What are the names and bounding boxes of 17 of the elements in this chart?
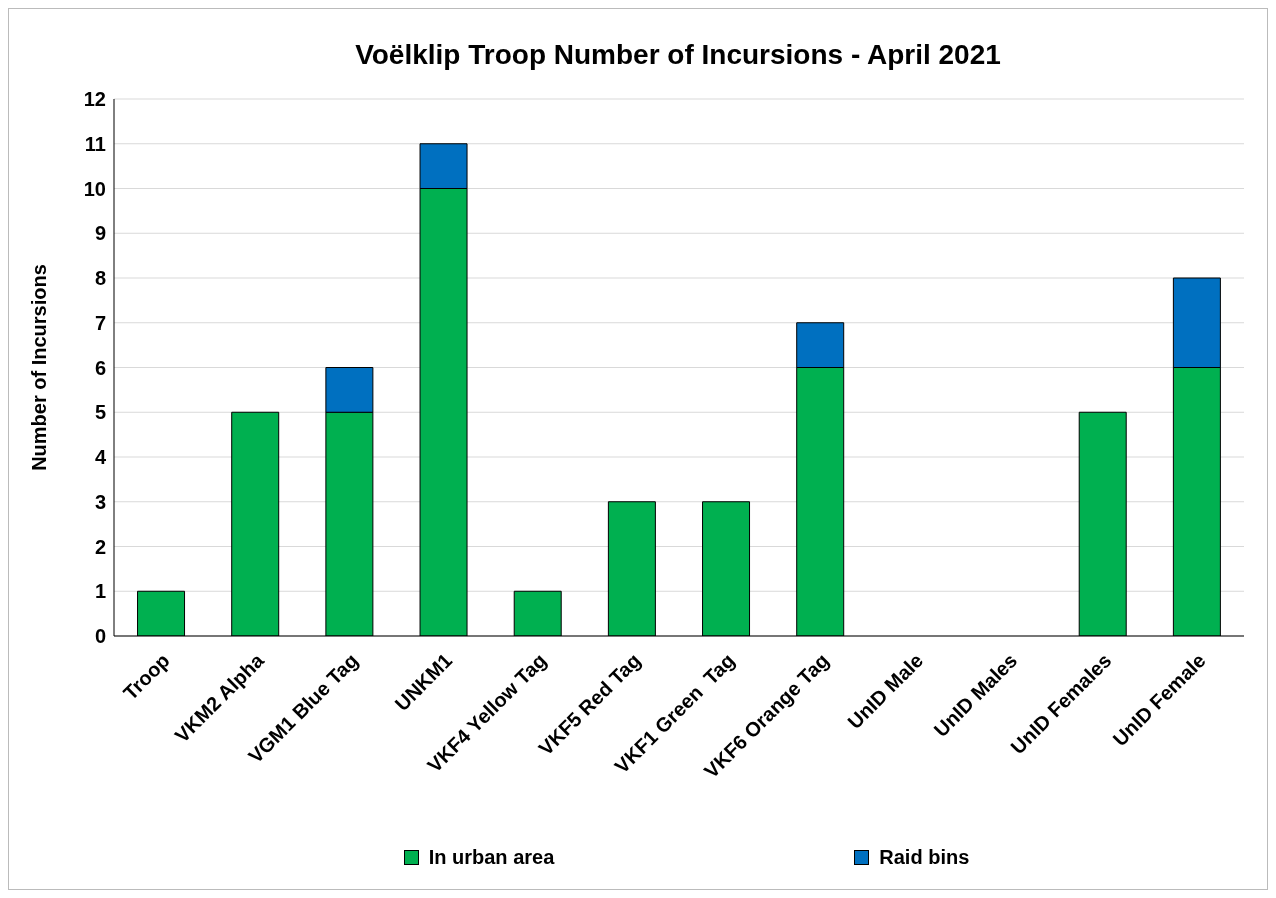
- y-tick-label: 4: [94, 446, 107, 469]
- y-tick-label: 9: [94, 222, 106, 245]
- y-tick-label: 11: [84, 132, 106, 155]
- y-tick-label: 3: [94, 490, 106, 513]
- y-axis-title: Number of Incursions: [28, 264, 51, 471]
- chart-title: Voëlklip Troop Number of Incursions - April 2021: [354, 39, 1002, 71]
- legend-label: In urban area: [428, 846, 555, 869]
- y-tick-label: 5: [94, 401, 106, 424]
- y-tick-label: 10: [83, 177, 106, 200]
- y-tick-label: 8: [94, 267, 106, 290]
- y-tick-label: 1: [94, 580, 106, 603]
- y-tick-label: 6: [94, 356, 106, 379]
- y-tick-label: 7: [94, 311, 106, 334]
- y-tick-label: 2: [94, 535, 106, 558]
- y-tick-label: 0: [94, 625, 106, 648]
- y-tick-label: 12: [83, 88, 106, 111]
- legend-label: Raid bins: [879, 846, 970, 869]
